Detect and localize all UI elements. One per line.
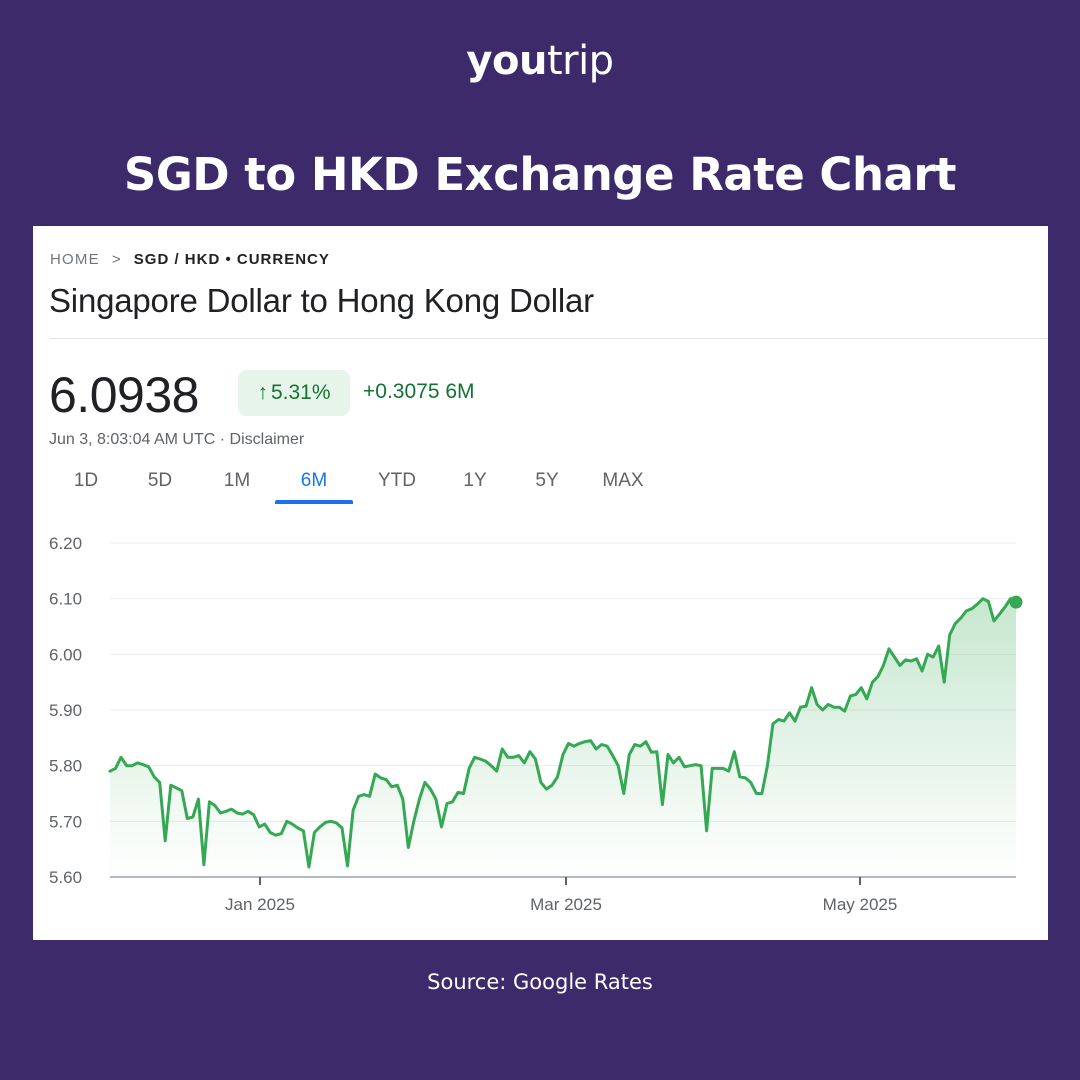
x-tick-label: Jan 2025	[225, 895, 295, 914]
tab-max[interactable]: MAX	[602, 470, 644, 491]
x-tick-label: Mar 2025	[530, 895, 602, 914]
chevron-right-icon: >	[111, 251, 122, 268]
breadcrumb-home-link[interactable]: HOME	[50, 251, 100, 268]
tab-1m[interactable]: 1M	[223, 470, 251, 491]
chart-canvas: 6.20 6.10 6.00 5.90 5.80 5.70 5.60 Jan 2025 Mar …	[49, 534, 1023, 914]
source-caption: Source: Google Rates	[427, 970, 653, 994]
y-tick-label: 6.00	[49, 645, 82, 664]
pair-title: Singapore Dollar to Hong Kong Dollar	[49, 282, 594, 319]
header-divider	[49, 338, 1048, 339]
x-tick-label: May 2025	[823, 895, 898, 914]
current-point-marker	[1009, 595, 1023, 609]
y-tick-label: 5.70	[49, 812, 82, 831]
change-percent-badge: ↑ 5.31%	[238, 370, 350, 416]
rate-line	[108, 597, 1018, 869]
tab-5y[interactable]: 5Y	[535, 470, 559, 491]
y-tick-label: 5.90	[49, 701, 82, 720]
area-fill	[110, 598, 1016, 877]
y-tick-label: 5.60	[49, 868, 82, 887]
breadcrumb: HOME > SGD / HKD • CURRENCY	[50, 251, 330, 268]
y-tick-label: 5.80	[49, 757, 82, 776]
range-tabs: 1D 5D 1M 6M YTD 1Y 5Y MAX	[53, 470, 663, 504]
tab-5d[interactable]: 5D	[147, 470, 173, 491]
arrow-up-icon: ↑	[257, 381, 268, 404]
rate-card: HOME > SGD / HKD • CURRENCY Singapore Do…	[33, 226, 1048, 940]
youtrip-logo: youtrip	[0, 38, 1080, 84]
tab-1y[interactable]: 1Y	[463, 470, 487, 491]
logo-part-you: you	[466, 38, 547, 84]
change-percent-value: 5.31%	[270, 381, 331, 404]
current-rate: 6.0938	[49, 367, 199, 423]
breadcrumb-current: SGD / HKD • CURRENCY	[133, 251, 330, 268]
timestamp-disclaimer: Jun 3, 8:03:04 AM UTC · Disclaimer	[49, 431, 305, 448]
page-headline: SGD to HKD Exchange Rate Chart	[123, 148, 957, 201]
tab-ytd[interactable]: YTD	[378, 470, 416, 491]
logo-part-trip: trip	[546, 38, 614, 84]
tab-6m[interactable]: 6M	[273, 470, 355, 504]
change-absolute: +0.3075 6M	[363, 380, 475, 403]
y-tick-label: 6.10	[49, 590, 82, 609]
tab-1d[interactable]: 1D	[73, 470, 99, 491]
rate-chart[interactable]: 6.20 6.10 6.00 5.90 5.80 5.70 5.60 Jan 2025 Mar …	[33, 526, 1048, 926]
y-tick-label: 6.20	[49, 534, 82, 553]
